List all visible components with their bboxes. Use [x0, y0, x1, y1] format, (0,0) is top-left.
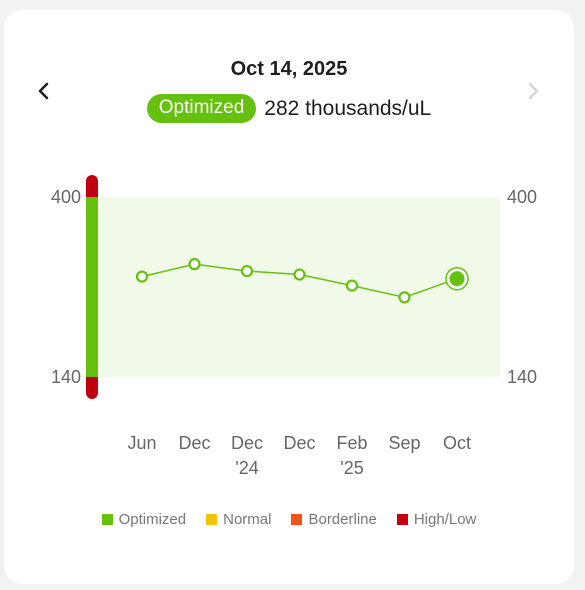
x-tick-label: '25	[340, 458, 363, 478]
legend-label: Normal	[223, 511, 272, 528]
previous-button[interactable]	[32, 80, 54, 102]
x-tick-label: Dec	[283, 433, 315, 453]
status-badge: Optimized	[146, 94, 257, 123]
legend-swatch	[206, 514, 218, 525]
range-bar-optimized	[86, 197, 98, 377]
data-point	[345, 279, 359, 292]
y-tick-label-left: 140	[51, 367, 81, 387]
x-tick-label: Dec	[178, 433, 210, 453]
legend-swatch	[396, 514, 408, 525]
optimized-range-band	[98, 197, 500, 377]
x-tick-label: Dec	[231, 433, 263, 453]
legend-label: High/Low	[413, 511, 477, 528]
x-tick-label: '24	[235, 458, 258, 478]
reading-value: 282 thousands/uL	[264, 96, 432, 120]
legend-item-borderline: Borderline	[291, 511, 377, 528]
next-button[interactable]	[523, 80, 545, 102]
legend-item-optimized: Optimized	[101, 511, 187, 528]
legend-swatch	[291, 514, 303, 525]
x-tick-label: Sep	[388, 433, 420, 453]
reading-date: Oct 14, 2025	[230, 58, 348, 80]
legend: Optimized Normal Borderline High/Low	[0, 511, 578, 528]
legend-label: Borderline	[308, 511, 377, 528]
x-tick-label: Jun	[127, 433, 156, 453]
data-point	[135, 270, 149, 283]
x-tick-label: Feb	[336, 433, 367, 453]
legend-item-high-low: High/Low	[396, 511, 477, 528]
data-point	[398, 291, 411, 304]
line-chart: 400 400 140 140 Jun Dec Dec '24 Dec Feb '25 Sep Oct	[51, 175, 537, 478]
legend-label: Optimized	[118, 511, 187, 528]
y-tick-label-right: 400	[507, 187, 537, 207]
reading-summary: Optimized 282 thousands/uL	[0, 94, 578, 123]
data-point	[188, 258, 201, 271]
legend-item-normal: Normal	[206, 511, 271, 528]
data-point	[293, 268, 306, 281]
chevron-left-icon	[38, 82, 49, 100]
chevron-right-icon	[528, 82, 539, 100]
legend-swatch	[101, 514, 113, 525]
y-tick-label-right: 140	[507, 367, 537, 387]
data-point	[240, 264, 254, 278]
y-tick-label-left: 400	[51, 187, 81, 207]
highlight-data-point	[449, 271, 465, 287]
x-tick-label: Oct	[443, 433, 471, 453]
range-bar-low	[86, 370, 98, 399]
